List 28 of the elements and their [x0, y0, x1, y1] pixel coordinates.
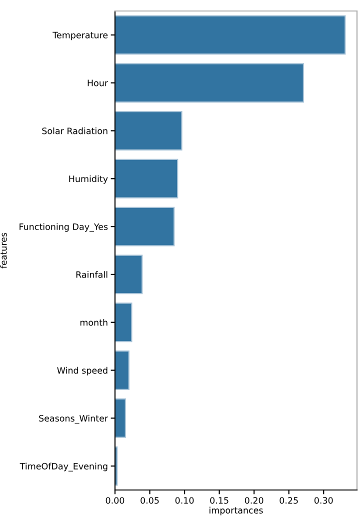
- y-axis-title: features: [0, 232, 7, 268]
- bar: [115, 15, 346, 55]
- bar: [115, 158, 178, 198]
- y-tick-label: Seasons_Winter: [39, 414, 108, 424]
- x-tick-label: 0.15: [210, 497, 228, 504]
- bar: [115, 254, 143, 294]
- y-tick-label: Temperature: [52, 32, 108, 40]
- y-tick-label: month: [80, 319, 108, 326]
- x-tick-label: 0.25: [280, 497, 298, 504]
- x-tick-label: 0.10: [175, 497, 194, 504]
- bar: [115, 302, 132, 342]
- bar: [115, 398, 126, 438]
- bar: [115, 350, 130, 390]
- y-tick-label: Rainfall: [76, 271, 108, 278]
- x-tick-label: 0.30: [314, 497, 333, 504]
- y-tick-label: Functioning Day_Yes: [20, 223, 108, 232]
- y-tick-label: Hour: [88, 80, 108, 86]
- y-tick-label: TimeOfDay_Evening: [20, 462, 108, 472]
- bar: [115, 206, 175, 246]
- x-axis-title: importances: [210, 506, 263, 516]
- x-tick-label: 0.05: [140, 497, 159, 504]
- y-tick-label: Wind speed: [57, 366, 108, 376]
- bar: [115, 111, 182, 150]
- x-tick-label: 0.00: [106, 497, 124, 504]
- y-tick-label: Humidity: [69, 175, 108, 184]
- bar: [115, 63, 304, 103]
- y-tick-label: Solar Radiation: [42, 127, 108, 134]
- x-tick-label: 0.20: [244, 497, 264, 504]
